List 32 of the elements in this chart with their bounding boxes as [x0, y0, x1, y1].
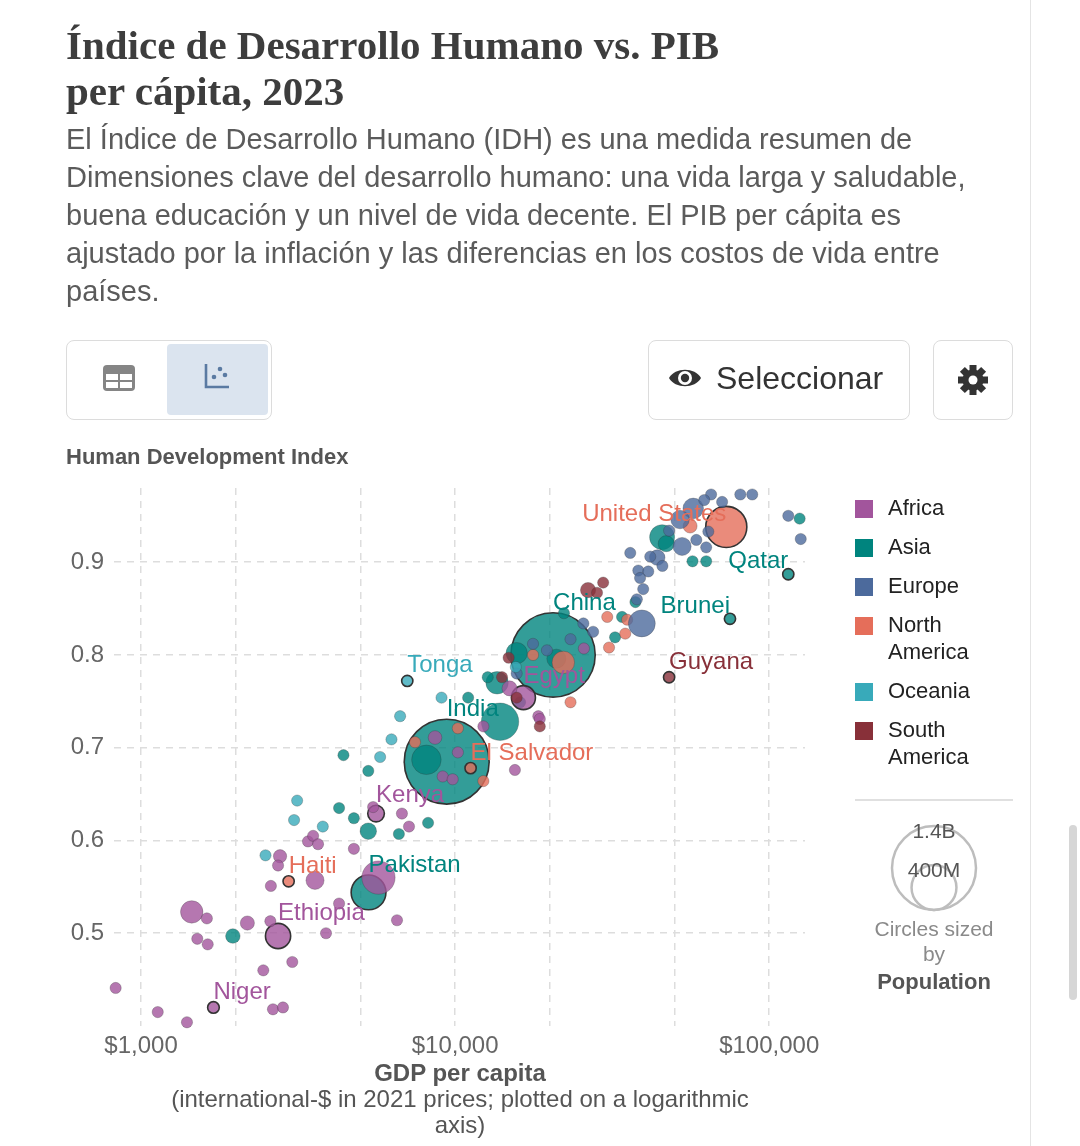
annotation: Tonga	[407, 650, 474, 678]
annotation: Brunei	[660, 590, 730, 618]
annotation: China	[553, 587, 617, 615]
y-axis-title: Human Development Index	[66, 444, 349, 470]
text: Seleccionar	[716, 359, 884, 397]
chart-subtitle: El Índice de Desarrollo Humano (IDH) es una medida resumen de Dimensiones clave del desarrollo humano: una vida larga y saludable, buena educación y un nivel de vida decente. El PIB per cápita es ajustado por la inflación y las diferencias en los costos de vida entre países.	[66, 122, 967, 309]
legend-label: Europe	[888, 573, 959, 599]
text: Circles sized by Population	[874, 916, 994, 995]
annotation: Ethiopia	[278, 898, 366, 926]
annotation: Egypt	[523, 660, 586, 688]
x-axis-title: GDP per capita (international-$ in 2021 prices; plotted on a logarithmic axis)	[170, 1059, 750, 1138]
annotation: Haiti	[288, 850, 337, 878]
y-tick-label: 0.9	[70, 546, 104, 574]
legend-label: 1.4B	[912, 818, 956, 842]
y-tick-label: 0.8	[70, 639, 104, 667]
legend-label: South America	[888, 717, 970, 770]
annotation: Pakistan	[368, 850, 461, 878]
legend-label: North America	[888, 612, 970, 665]
annotation: Guyana	[669, 646, 754, 674]
chart-title: Índice de Desarrollo Humano vs. PIB per cápita, 2023	[66, 22, 720, 114]
y-tick-label: 0.5	[70, 917, 104, 945]
y-tick-label: 0.6	[70, 825, 104, 853]
x-tick-label: $100,000	[719, 1031, 820, 1059]
legend-label: Africa	[888, 495, 945, 521]
legend-label: Oceania	[888, 678, 971, 704]
x-tick-label: $10,000	[411, 1031, 499, 1059]
x-tick-label: $1,000	[104, 1031, 178, 1059]
legend-label: Asia	[888, 534, 932, 560]
annotation: Qatar	[728, 546, 789, 574]
annotation: Niger	[213, 976, 271, 1004]
y-tick-label: 0.7	[70, 732, 104, 760]
legend-label: 400M	[907, 857, 961, 881]
